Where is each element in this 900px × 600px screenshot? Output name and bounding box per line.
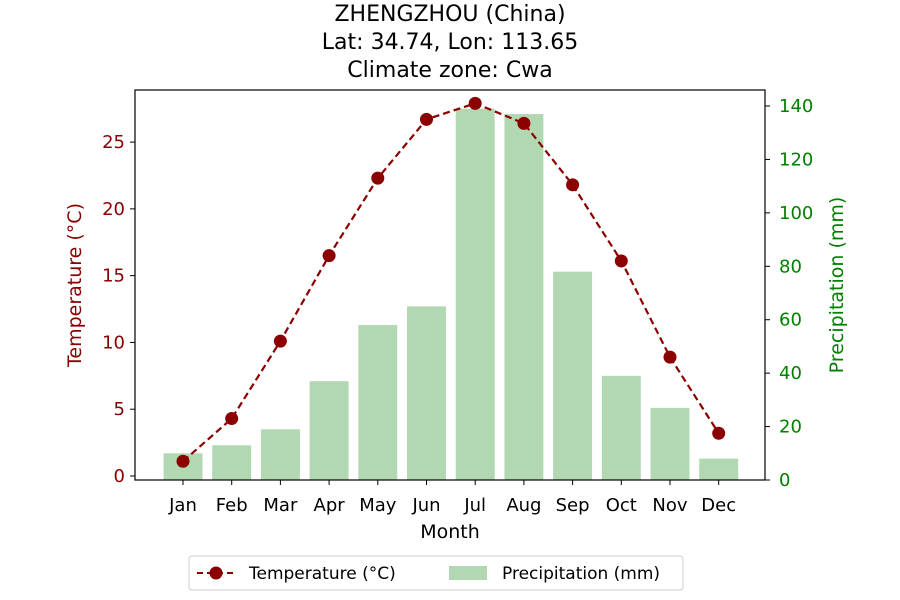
temperature-point-apr [322,249,336,263]
temperature-point-nov [663,350,677,364]
x-tick-label: Sep [556,495,590,516]
precipitation-tick-label: 140 [779,96,813,117]
x-tick-label: Dec [701,495,736,516]
x-tick-label: Jan [168,495,197,516]
legend-precipitation-swatch [449,566,487,580]
precipitation-bar-jun [407,306,446,480]
x-axis-label: Month [420,521,480,543]
x-tick-label: Nov [652,495,687,516]
legend: Temperature (°C) Precipitation (mm) [188,555,684,591]
temperature-point-may [371,171,385,185]
temperature-point-jun [420,112,433,126]
precipitation-bars [163,108,739,480]
temperature-tick-label: 20 [102,199,125,220]
legend-box [188,555,684,591]
temperature-point-feb [225,412,239,426]
precipitation-axis: 0 20 40 60 80 100 120 140 [765,96,813,491]
temperature-point-oct [614,254,628,268]
temperature-point-jul [468,96,482,110]
precipitation-bar-may [358,325,398,480]
x-tick-label: Jun [411,495,440,516]
temperature-tick-label: 0 [114,466,125,487]
temperature-point-aug [517,116,531,130]
legend-precipitation-label: Precipitation (mm) [502,564,660,584]
temperature-axis: 0 5 10 15 20 25 [102,132,135,487]
temperature-tick-label: 15 [102,266,125,287]
plot-frame [134,89,766,481]
precipitation-tick-label: 100 [779,203,813,224]
precipitation-bar-mar [260,429,300,480]
x-tick-label: May [359,495,397,516]
precipitation-bar-dec [699,458,739,480]
precipitation-bar-sep [553,271,593,480]
temperature-tick-label: 5 [114,399,125,420]
temperature-tick-label: 25 [102,132,125,153]
chart-title-line-2: Lat: 34.74, Lon: 113.65 [322,30,578,55]
x-axis: Jan Feb Mar Apr May Jun Jul Aug Sep Oct Nov Dec [168,480,736,516]
precipitation-tick-label: 0 [779,470,790,491]
legend-temperature-label: Temperature (°C) [248,564,396,584]
precipitation-bar-aug [504,114,544,480]
precipitation-bar-nov [650,407,690,480]
temperature-point-dec [712,426,726,440]
temperature-axis-label: Temperature (°C) [64,203,86,368]
x-tick-label: Aug [506,495,541,516]
temperature-series [176,96,726,468]
legend-temperature-marker [209,566,223,580]
precipitation-bar-oct [601,375,641,480]
precipitation-tick-label: 60 [779,310,802,331]
precipitation-tick-label: 120 [779,149,813,170]
chart-title: ZHENGZHOU (China) Lat: 34.74, Lon: 113.6… [322,2,578,83]
x-tick-label: Apr [314,495,346,516]
precipitation-bar-apr [309,381,349,480]
chart-title-line-1: ZHENGZHOU (China) [334,2,565,27]
temperature-point-sep [566,178,580,192]
x-tick-label: Feb [216,495,248,516]
temperature-tick-label: 10 [102,332,125,353]
temperature-point-mar [273,334,287,348]
x-tick-label: Mar [263,495,298,516]
precipitation-tick-label: 80 [779,256,802,277]
x-tick-label: Oct [606,495,637,516]
temperature-point-jan [176,454,190,468]
precipitation-bar-jul [455,108,495,480]
chart-title-line-3: Climate zone: Cwa [347,58,552,83]
x-tick-label: Jul [463,495,486,516]
precipitation-tick-label: 20 [779,417,802,438]
precipitation-bar-feb [212,445,252,480]
precipitation-axis-label: Precipitation (mm) [826,197,848,374]
precipitation-tick-label: 40 [779,363,802,384]
